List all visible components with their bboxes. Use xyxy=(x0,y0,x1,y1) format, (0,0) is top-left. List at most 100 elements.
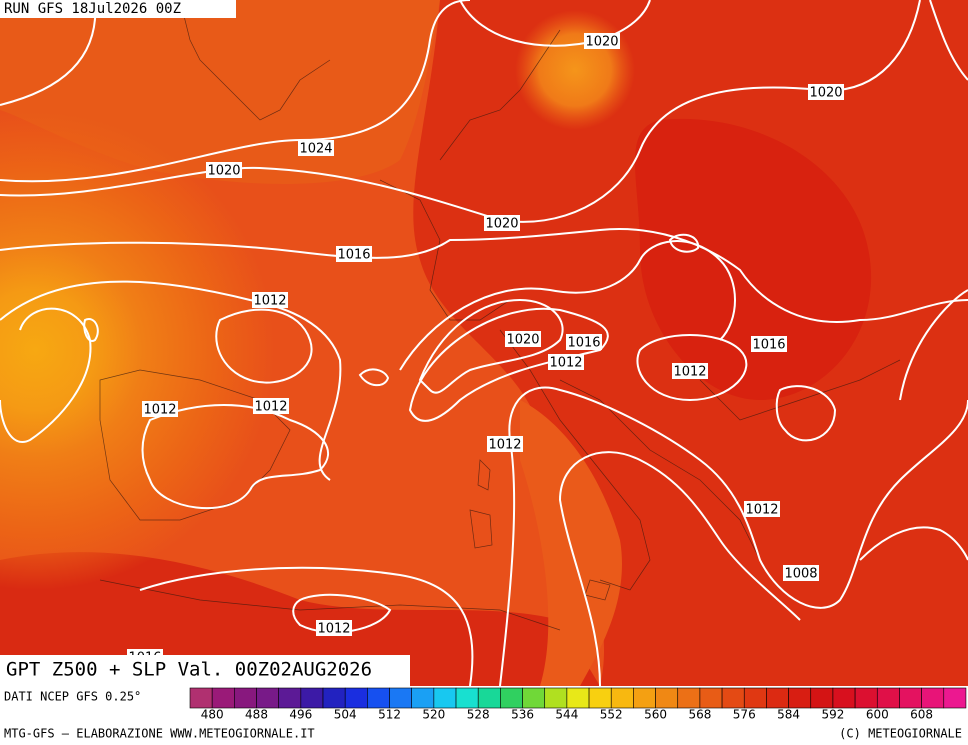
color-swatch xyxy=(544,687,568,709)
color-swatch xyxy=(300,687,324,709)
color-swatch xyxy=(854,687,878,709)
colorbar-tick-label: 536 xyxy=(511,708,534,722)
color-swatch xyxy=(500,687,523,709)
isobar-label: 1012 xyxy=(673,365,706,380)
source-text: DATI NCEP GFS 0.25° xyxy=(4,690,141,704)
color-swatch xyxy=(721,687,745,709)
color-swatch xyxy=(677,687,701,709)
isobar-label: 1020 xyxy=(585,35,618,50)
isobar-label-box xyxy=(751,336,787,352)
isobar-label-box xyxy=(487,436,523,452)
isobar-label-box xyxy=(672,363,708,379)
isobar-label: 1016 xyxy=(567,336,600,351)
colorbar-tick-label: 496 xyxy=(289,708,312,722)
color-swatch xyxy=(876,687,900,709)
colorbar-tick-label: 552 xyxy=(600,708,623,722)
color-swatch xyxy=(344,687,368,709)
color-swatch xyxy=(633,687,656,709)
color-swatch xyxy=(588,687,612,709)
isobar-label-box xyxy=(253,398,289,414)
isobar-label: 1012 xyxy=(549,356,582,371)
colorbar-tick-label: 488 xyxy=(245,708,268,722)
isobar-label: 1020 xyxy=(809,86,842,101)
isobar-label: 1016 xyxy=(752,338,785,353)
color-swatch xyxy=(522,687,546,709)
footer-left: MTG-GFS — ELABORAZIONE WWW.METEOGIORNALE… xyxy=(4,727,315,741)
color-swatch xyxy=(211,687,235,709)
colorbar-tick-label: 608 xyxy=(910,708,933,722)
isobar-label: 1012 xyxy=(143,403,176,418)
colorbar: 480 488 496 504 512 520 528 536 544 552 560 568 576 5… xyxy=(189,687,967,722)
colorbar-tick-label: 512 xyxy=(378,708,401,722)
isobar-label: 1024 xyxy=(299,142,332,157)
color-swatch xyxy=(921,687,945,709)
colorbar-tick-label: 568 xyxy=(688,708,711,722)
isobar-label-box xyxy=(316,620,352,636)
colorbar-tick-label: 560 xyxy=(644,708,667,722)
isobar-label-box xyxy=(548,354,584,370)
color-swatch xyxy=(411,687,435,709)
isobar-label-box xyxy=(298,140,334,156)
isobar-label: 1020 xyxy=(485,217,518,232)
colorbar-tick-label: 520 xyxy=(422,708,445,722)
isobar-label: 1020 xyxy=(207,164,240,179)
color-swatch xyxy=(743,687,767,709)
isobar-label-box xyxy=(142,401,178,417)
color-swatch xyxy=(610,687,634,709)
isobar-label-box xyxy=(336,246,372,262)
isobar-label: 1012 xyxy=(253,294,286,309)
color-swatch xyxy=(389,687,412,709)
isobar-label: 1008 xyxy=(784,567,817,582)
colorbar-tick-label: 504 xyxy=(334,708,357,722)
colorbar-tick-label: 544 xyxy=(555,708,578,722)
isobar-label-box xyxy=(206,162,242,178)
color-swatch xyxy=(766,687,789,709)
map-background xyxy=(0,0,968,686)
colorbar-tick-label: 592 xyxy=(821,708,844,722)
title-box xyxy=(0,655,410,686)
isobar-label-box xyxy=(584,33,620,49)
isobar-label-box xyxy=(252,292,288,308)
isobar-label: 1016 xyxy=(337,248,370,263)
color-swatch xyxy=(788,687,812,709)
footer-right: (C) METEOGIORNALE xyxy=(839,727,962,741)
isobar-label-box xyxy=(566,334,602,350)
color-swatch xyxy=(566,687,590,709)
run-text: RUN GFS 18Jul2026 00Z xyxy=(4,1,181,17)
color-swatch xyxy=(899,687,922,709)
color-swatch xyxy=(433,687,457,709)
isobar-label-box xyxy=(484,215,520,231)
isobar-label-box xyxy=(744,501,780,517)
isobar-label: 1020 xyxy=(506,333,539,348)
color-swatch xyxy=(322,687,346,709)
color-swatch xyxy=(234,687,257,709)
isobar-label-box xyxy=(505,331,541,347)
color-swatch xyxy=(655,687,679,709)
colorbar-tick-label: 584 xyxy=(777,708,800,722)
isobar-label: 1012 xyxy=(317,622,350,637)
isobar-label: 1012 xyxy=(254,400,287,415)
color-swatch xyxy=(256,687,279,709)
map-title: GPT Z500 + SLP Val. 00Z02AUG2026 xyxy=(6,659,372,681)
color-swatch xyxy=(943,687,967,709)
color-swatch xyxy=(810,687,834,709)
color-swatch xyxy=(699,687,723,709)
coastlines xyxy=(99,0,901,631)
isobar-label-box xyxy=(808,84,844,100)
colorbar-tick-label: 480 xyxy=(201,708,224,722)
isobar-label-box xyxy=(783,565,819,581)
color-swatch xyxy=(455,687,479,709)
color-swatch xyxy=(367,687,390,709)
run-box xyxy=(0,0,236,18)
colorbar-tick-label: 528 xyxy=(467,708,490,722)
isobar-label: 1012 xyxy=(488,438,521,453)
color-swatch xyxy=(189,687,213,709)
color-swatch xyxy=(477,687,501,709)
color-swatch xyxy=(278,687,302,709)
colorbar-tick-label: 576 xyxy=(733,708,756,722)
colorbar-tick-label: 600 xyxy=(866,708,889,722)
isobar-label: 1012 xyxy=(745,503,778,518)
color-swatch xyxy=(832,687,856,709)
